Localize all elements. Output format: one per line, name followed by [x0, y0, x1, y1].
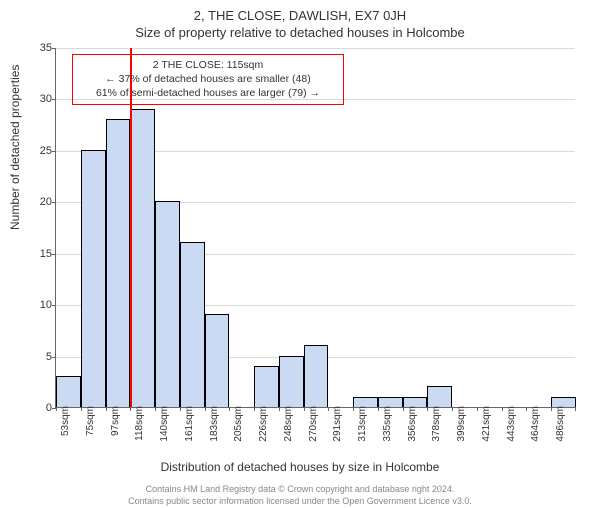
annotation-box: 2 THE CLOSE: 115sqm← 37% of detached hou…	[72, 54, 344, 105]
xtick-label: 75sqm	[85, 406, 96, 436]
page-address: 2, THE CLOSE, DAWLISH, EX7 0JH	[0, 8, 600, 23]
ytick-mark	[52, 99, 56, 100]
histogram-bar	[304, 345, 329, 407]
plot-area: 0510152025303553sqm75sqm97sqm118sqm140sq…	[55, 48, 575, 408]
xtick-mark	[403, 407, 404, 411]
histogram-bar	[427, 386, 452, 407]
histogram-bar	[81, 150, 106, 407]
y-axis-label: Number of detached properties	[8, 65, 22, 230]
footer-attribution: Contains HM Land Registry data © Crown c…	[0, 484, 600, 507]
ytick-label: 30	[28, 93, 52, 105]
histogram-bar	[56, 376, 81, 407]
xtick-label: 464sqm	[530, 406, 541, 442]
xtick-label: 335sqm	[382, 406, 393, 442]
histogram-bar	[155, 201, 180, 407]
ytick-mark	[52, 357, 56, 358]
xtick-mark	[130, 407, 131, 411]
xtick-label: 378sqm	[431, 406, 442, 442]
histogram-bar	[106, 119, 131, 407]
xtick-label: 421sqm	[481, 406, 492, 442]
footer-line-1: Contains HM Land Registry data © Crown c…	[0, 484, 600, 496]
histogram-bar	[205, 314, 230, 407]
ytick-label: 15	[28, 248, 52, 260]
ytick-mark	[52, 151, 56, 152]
histogram-bar	[279, 356, 304, 407]
annotation-line: ← 37% of detached houses are smaller (48…	[79, 72, 337, 86]
ytick-label: 25	[28, 145, 52, 157]
ytick-label: 35	[28, 42, 52, 54]
page-subtitle: Size of property relative to detached ho…	[0, 25, 600, 40]
xtick-mark	[328, 407, 329, 411]
xtick-label: 356sqm	[407, 406, 418, 442]
ytick-mark	[52, 254, 56, 255]
xtick-mark	[427, 407, 428, 411]
xtick-mark	[502, 407, 503, 411]
xtick-label: 161sqm	[184, 406, 195, 442]
xtick-label: 53sqm	[60, 406, 71, 436]
xtick-label: 226sqm	[258, 406, 269, 442]
xtick-label: 313sqm	[357, 406, 368, 442]
ytick-mark	[52, 48, 56, 49]
xtick-mark	[575, 407, 576, 411]
xtick-mark	[551, 407, 552, 411]
gridline	[56, 48, 575, 49]
ytick-label: 20	[28, 196, 52, 208]
ytick-mark	[52, 305, 56, 306]
ytick-label: 0	[28, 402, 52, 414]
xtick-mark	[526, 407, 527, 411]
xtick-mark	[56, 407, 57, 411]
xtick-mark	[254, 407, 255, 411]
xtick-label: 399sqm	[456, 406, 467, 442]
xtick-label: 97sqm	[110, 406, 121, 436]
xtick-label: 183sqm	[209, 406, 220, 442]
xtick-mark	[106, 407, 107, 411]
x-axis-label: Distribution of detached houses by size …	[0, 460, 600, 474]
xtick-mark	[229, 407, 230, 411]
xtick-mark	[353, 407, 354, 411]
xtick-label: 205sqm	[233, 406, 244, 442]
xtick-mark	[155, 407, 156, 411]
xtick-label: 291sqm	[332, 406, 343, 442]
xtick-mark	[180, 407, 181, 411]
xtick-label: 140sqm	[159, 406, 170, 442]
xtick-mark	[81, 407, 82, 411]
xtick-mark	[477, 407, 478, 411]
xtick-label: 486sqm	[555, 406, 566, 442]
xtick-mark	[452, 407, 453, 411]
xtick-mark	[304, 407, 305, 411]
xtick-label: 118sqm	[134, 406, 145, 441]
annotation-line: 61% of semi-detached houses are larger (…	[79, 86, 337, 100]
xtick-label: 270sqm	[308, 406, 319, 442]
footer-line-2: Contains public sector information licen…	[0, 496, 600, 508]
histogram-bar	[254, 366, 279, 407]
xtick-label: 248sqm	[283, 406, 294, 442]
xtick-label: 443sqm	[506, 406, 517, 442]
xtick-mark	[205, 407, 206, 411]
xtick-mark	[279, 407, 280, 411]
chart-container: 0510152025303553sqm75sqm97sqm118sqm140sq…	[55, 48, 575, 408]
ytick-mark	[52, 202, 56, 203]
histogram-bar	[180, 242, 205, 407]
histogram-bar	[130, 109, 155, 407]
ytick-label: 10	[28, 299, 52, 311]
ytick-label: 5	[28, 351, 52, 363]
annotation-line: 2 THE CLOSE: 115sqm	[79, 58, 337, 72]
xtick-mark	[378, 407, 379, 411]
